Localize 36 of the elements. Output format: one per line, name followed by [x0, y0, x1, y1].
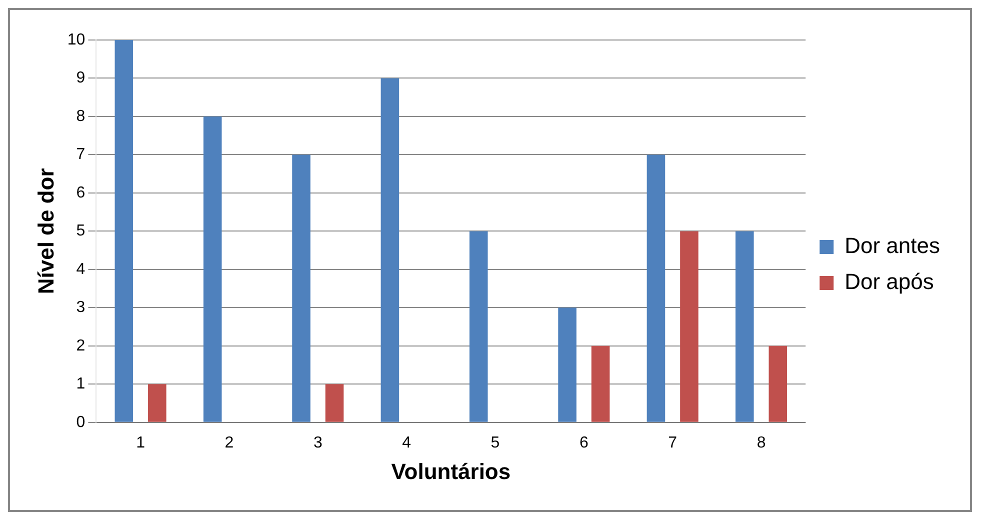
bar — [591, 346, 610, 422]
y-tick-label: 2 — [76, 337, 86, 354]
bar — [203, 116, 222, 422]
x-tick-label: 3 — [313, 434, 322, 452]
x-tick-label: 1 — [136, 434, 146, 452]
y-tick-label: 3 — [76, 299, 86, 316]
x-tick-label: 7 — [668, 434, 678, 452]
y-tick-label: 0 — [76, 414, 86, 431]
bar — [768, 346, 788, 422]
y-tick-label: 5 — [76, 222, 86, 240]
x-axis-title: Voluntários — [391, 458, 511, 484]
y-tick-label: 7 — [76, 146, 86, 164]
bar — [325, 384, 344, 422]
x-tick-label: 4 — [402, 434, 412, 452]
bar — [380, 78, 400, 422]
x-tick-label: 6 — [579, 434, 588, 452]
bar — [558, 308, 576, 422]
legend-label: Dor após — [844, 269, 934, 294]
y-tick-label: 8 — [76, 108, 86, 125]
bar — [469, 231, 488, 422]
legend-label: Dor antes — [844, 233, 940, 258]
bar — [736, 231, 754, 422]
bar — [646, 154, 666, 422]
y-tick-label: 1 — [76, 376, 86, 393]
x-tick-label: 2 — [224, 434, 234, 452]
y-axis-title: Nível de dor — [33, 168, 58, 294]
y-tick-label: 4 — [76, 260, 86, 278]
bar — [148, 384, 166, 422]
y-tick-label: 6 — [76, 184, 86, 202]
bar — [292, 154, 310, 422]
y-tick-label: 9 — [76, 70, 86, 87]
y-tick-label: 10 — [67, 31, 86, 48]
bar — [114, 40, 134, 422]
x-tick-label: 8 — [756, 434, 766, 452]
x-tick-label: 5 — [490, 434, 500, 452]
bar — [680, 231, 698, 422]
